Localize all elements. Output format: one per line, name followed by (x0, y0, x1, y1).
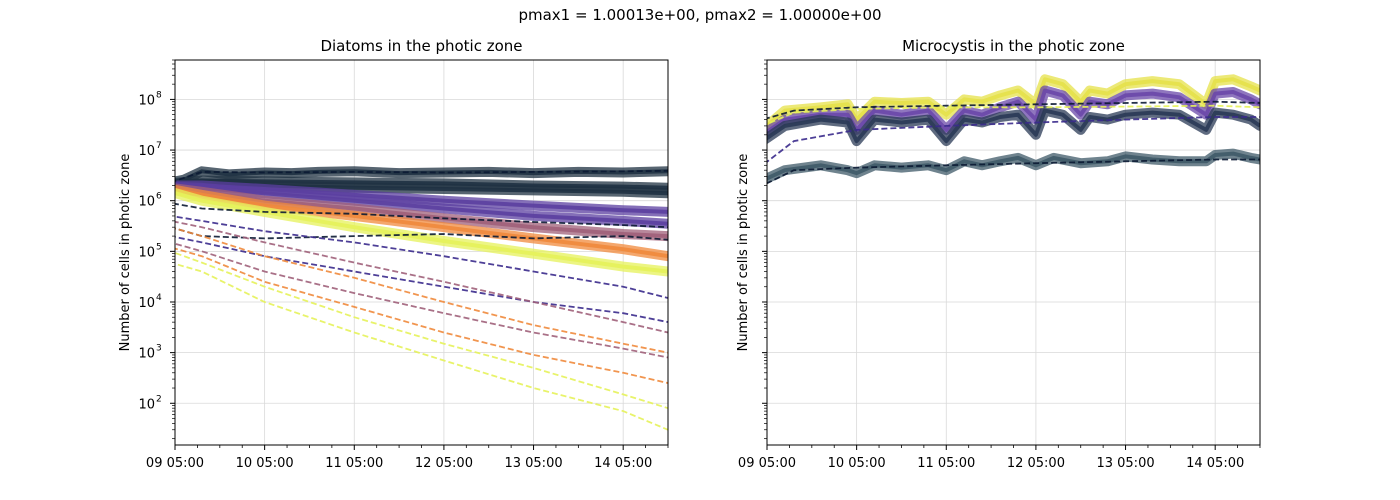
series-dashed-2 (767, 158, 1260, 185)
y-axis-label: Number of cells in photic zone (118, 154, 133, 352)
chart-panel-2: 09 05:00 10 05:00 11 05:00 12 05:00 13 05:00… (736, 37, 1261, 471)
y-tick-label-exponent: 4 (156, 293, 162, 303)
x-tick-label: 13 05:00 (504, 456, 562, 471)
y-tick-label: 10 (138, 397, 155, 412)
x-tick-label: 12 05:00 (1007, 456, 1065, 471)
y-tick-label: 10 (138, 245, 155, 260)
y-tick-label-exponent: 5 (156, 242, 162, 252)
chart-panel-1: 09 05:00 10 05:00 11 05:00 12 05:00 13 05:00… (118, 37, 669, 471)
x-tick-label: 10 05:00 (236, 456, 294, 471)
x-tick-label: 09 05:00 (738, 456, 796, 471)
series-dashed-2 (175, 202, 668, 229)
x-tick-label: 11 05:00 (917, 456, 975, 471)
series-dashed-4 (175, 215, 668, 299)
series-line-4 (767, 151, 1260, 181)
series-group (175, 166, 668, 431)
chart-title: Microcystis in the photic zone (902, 37, 1125, 55)
y-tick-label-exponent: 8 (156, 90, 162, 100)
series-line-8 (175, 190, 668, 274)
series-dashed-10 (175, 251, 668, 410)
figure-suptitle: pmax1 = 1.00013e+00, pmax2 = 1.00000e+00 (518, 6, 882, 24)
y-axis-label: Number of cells in photic zone (736, 154, 751, 352)
y-tick-label-exponent: 2 (156, 394, 162, 404)
x-tick-label: 14 05:00 (594, 456, 652, 471)
y-tick-label-exponent: 7 (156, 141, 162, 151)
y-tick-label: 10 (138, 93, 155, 108)
series-dashed-1 (767, 100, 1260, 120)
y-tick-label: 10 (138, 144, 155, 159)
series-dashed-8 (175, 227, 668, 354)
series-line-1 (767, 77, 1260, 129)
series-line-3 (767, 108, 1260, 144)
x-tick-label: 10 05:00 (828, 456, 886, 471)
y-tick-label-exponent: 3 (156, 344, 162, 354)
chart-title: Diatoms in the photic zone (320, 37, 522, 55)
series-dashed-5 (175, 236, 668, 323)
series-group (767, 74, 1260, 188)
series-band-3 (767, 105, 1260, 151)
x-tick-label: 09 05:00 (146, 456, 204, 471)
x-tick-label: 14 05:00 (1186, 456, 1244, 471)
series-dashed-11 (175, 262, 668, 431)
series-band-4 (767, 148, 1260, 188)
series-dashed-7 (175, 242, 668, 359)
y-tick-label: 10 (138, 347, 155, 362)
x-tick-label: 13 05:00 (1096, 456, 1154, 471)
y-tick-label: 10 (138, 195, 155, 210)
series-dashed-1 (175, 169, 668, 182)
series-dashed-3 (767, 116, 1260, 163)
series-dashed-4 (767, 104, 1260, 125)
y-tick-label: 10 (138, 296, 155, 311)
series-dashed-9 (175, 247, 668, 384)
x-tick-label: 11 05:00 (325, 456, 383, 471)
x-tick-label: 12 05:00 (415, 456, 473, 471)
y-tick-label-exponent: 6 (156, 192, 162, 202)
